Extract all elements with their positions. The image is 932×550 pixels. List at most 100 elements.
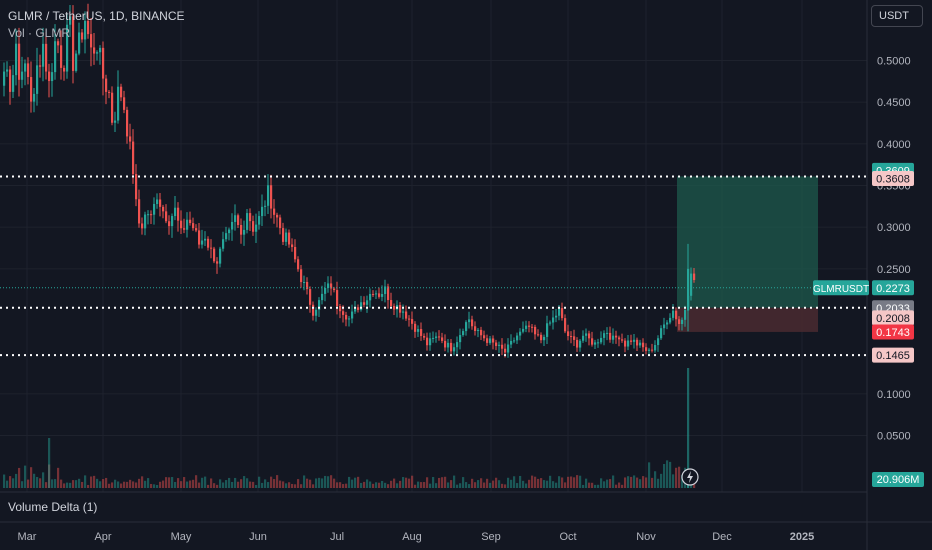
candle-body bbox=[498, 344, 501, 346]
volume-bar bbox=[33, 473, 36, 488]
candle-body bbox=[78, 32, 81, 54]
volume-bar bbox=[219, 479, 222, 488]
time-tick-label: Dec bbox=[712, 531, 732, 543]
candle-body bbox=[144, 214, 147, 229]
candle-body bbox=[537, 334, 540, 336]
candle-body bbox=[339, 305, 342, 312]
candle-body bbox=[369, 293, 372, 301]
candle-body bbox=[93, 47, 96, 54]
volume-bar bbox=[294, 484, 297, 488]
volume-bar bbox=[468, 484, 471, 488]
volume-bar bbox=[333, 478, 336, 488]
candle-body bbox=[363, 302, 366, 305]
candle-body bbox=[510, 340, 513, 345]
volume-bar bbox=[117, 481, 120, 488]
candle-body bbox=[453, 347, 456, 352]
volume-bar bbox=[162, 480, 165, 488]
volume-bar bbox=[108, 483, 111, 488]
lightning-icon[interactable] bbox=[681, 468, 699, 486]
volume-bar bbox=[378, 482, 381, 488]
symbol-title[interactable]: GLMR / TetherUS, 1D, BINANCE bbox=[8, 9, 185, 23]
volume-bar bbox=[645, 477, 648, 488]
volume-bar bbox=[72, 480, 75, 488]
volume-bar bbox=[354, 477, 357, 488]
volume-bar bbox=[648, 462, 651, 488]
volume-bar bbox=[63, 483, 66, 488]
volume-bar bbox=[90, 476, 93, 488]
volume-bar bbox=[330, 475, 333, 488]
candle-body bbox=[183, 228, 186, 230]
candle-body bbox=[375, 293, 378, 295]
volume-bar bbox=[102, 479, 105, 488]
candle-body bbox=[246, 213, 249, 230]
candle-body bbox=[192, 223, 195, 229]
volume-bar bbox=[342, 484, 345, 488]
target-zone[interactable] bbox=[677, 176, 818, 308]
volume-bar bbox=[435, 483, 438, 488]
volume-bar bbox=[339, 482, 342, 488]
volume-bar bbox=[399, 480, 402, 488]
candle-body bbox=[663, 324, 666, 329]
volume-bar bbox=[501, 483, 504, 488]
price-tick-label: 0.4500 bbox=[877, 97, 911, 109]
volume-bar bbox=[267, 482, 270, 488]
volume-bar bbox=[372, 483, 375, 488]
volume-bar bbox=[615, 484, 618, 488]
price-label-text: 0.2273 bbox=[876, 283, 910, 295]
volume-bar bbox=[84, 475, 87, 488]
candle-body bbox=[516, 335, 519, 341]
volume-indicator-label[interactable]: Vol · GLMR bbox=[8, 26, 71, 40]
candle-body bbox=[303, 281, 306, 283]
volume-bar bbox=[606, 479, 609, 488]
stop-zone[interactable] bbox=[677, 307, 818, 332]
candle-body bbox=[408, 318, 411, 320]
candle-body bbox=[63, 67, 66, 72]
candle-body bbox=[270, 185, 273, 209]
volume-bar bbox=[474, 482, 477, 488]
candle-body bbox=[636, 339, 639, 346]
volume-bar bbox=[522, 480, 525, 488]
volume-delta-pane-label[interactable]: Volume Delta (1) bbox=[8, 500, 98, 514]
currency-button[interactable]: USDT bbox=[871, 5, 923, 27]
volume-bar bbox=[672, 474, 675, 488]
candle-body bbox=[210, 247, 213, 249]
volume-bar bbox=[567, 476, 570, 488]
volume-bar bbox=[477, 480, 480, 488]
candle-body bbox=[336, 290, 339, 306]
price-label-box bbox=[872, 171, 914, 187]
candle-body bbox=[237, 215, 240, 226]
candle-body bbox=[174, 207, 177, 217]
volume-label-text: 20.906M bbox=[877, 474, 920, 486]
horizontal-levels[interactable] bbox=[0, 175, 867, 357]
volume-bar bbox=[642, 476, 645, 488]
candle-body bbox=[639, 342, 642, 346]
volume-bar bbox=[525, 483, 528, 488]
volume-bar bbox=[519, 475, 522, 488]
position-tool[interactable] bbox=[677, 176, 818, 332]
candle-body bbox=[477, 329, 480, 331]
volume-bar bbox=[582, 484, 585, 488]
candle-body bbox=[618, 337, 621, 340]
volume-bar bbox=[39, 478, 42, 488]
candle-body bbox=[390, 300, 393, 306]
candle-body bbox=[492, 338, 495, 343]
candle-body bbox=[297, 259, 300, 270]
candle-body bbox=[579, 340, 582, 348]
candle-body bbox=[120, 86, 123, 98]
candle-body bbox=[108, 91, 111, 93]
volume-bar bbox=[402, 477, 405, 488]
volume-bar bbox=[282, 481, 285, 488]
volume-bar bbox=[195, 475, 198, 488]
time-axis[interactable]: Mar Apr May Jun Jul Aug Sep Oct Nov Dec 2025 bbox=[18, 531, 815, 543]
volume-bar bbox=[270, 476, 273, 488]
candle-body bbox=[57, 41, 60, 46]
candle-body bbox=[429, 338, 432, 346]
volume-bar bbox=[222, 482, 225, 488]
price-label-text: 0.1743 bbox=[876, 327, 910, 339]
volume-bar bbox=[279, 480, 282, 488]
volume-bar bbox=[318, 477, 321, 488]
volume-bar bbox=[297, 479, 300, 488]
candle-body bbox=[249, 213, 252, 222]
candle-body bbox=[114, 120, 117, 123]
